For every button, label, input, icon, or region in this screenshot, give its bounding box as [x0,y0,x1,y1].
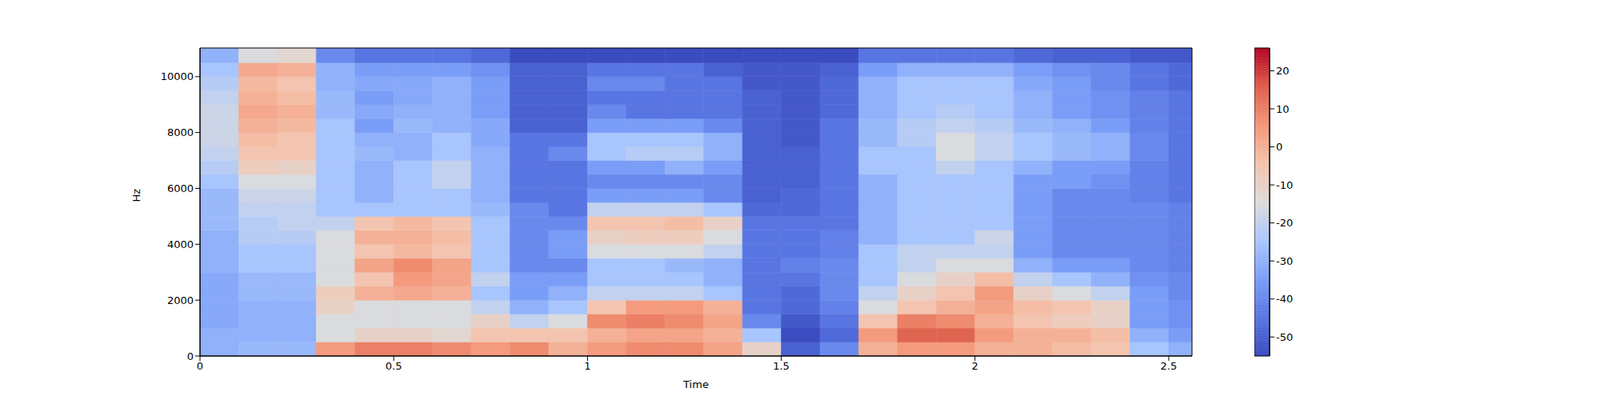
svg-text:Time: Time [682,378,709,391]
svg-text:-10: -10 [1276,179,1293,192]
svg-text:-50: -50 [1276,331,1293,344]
svg-text:-20: -20 [1276,216,1293,229]
svg-text:Hz: Hz [130,188,143,203]
svg-text:0: 0 [1276,140,1283,153]
svg-text:10000: 10000 [160,70,194,83]
svg-text:2000: 2000 [167,294,194,307]
svg-text:0.5: 0.5 [385,360,403,372]
svg-text:8000: 8000 [167,126,194,139]
svg-text:0: 0 [196,360,204,372]
svg-text:1.5: 1.5 [772,360,790,372]
svg-text:10: 10 [1276,103,1290,116]
svg-text:0: 0 [187,350,194,363]
svg-text:4000: 4000 [167,238,194,251]
svg-text:-40: -40 [1276,292,1293,305]
svg-text:2.5: 2.5 [1160,360,1178,372]
svg-text:1: 1 [584,360,591,372]
svg-text:2: 2 [972,360,979,372]
svg-text:20: 20 [1276,64,1290,77]
svg-text:6000: 6000 [167,182,194,195]
svg-text:-30: -30 [1276,255,1293,268]
